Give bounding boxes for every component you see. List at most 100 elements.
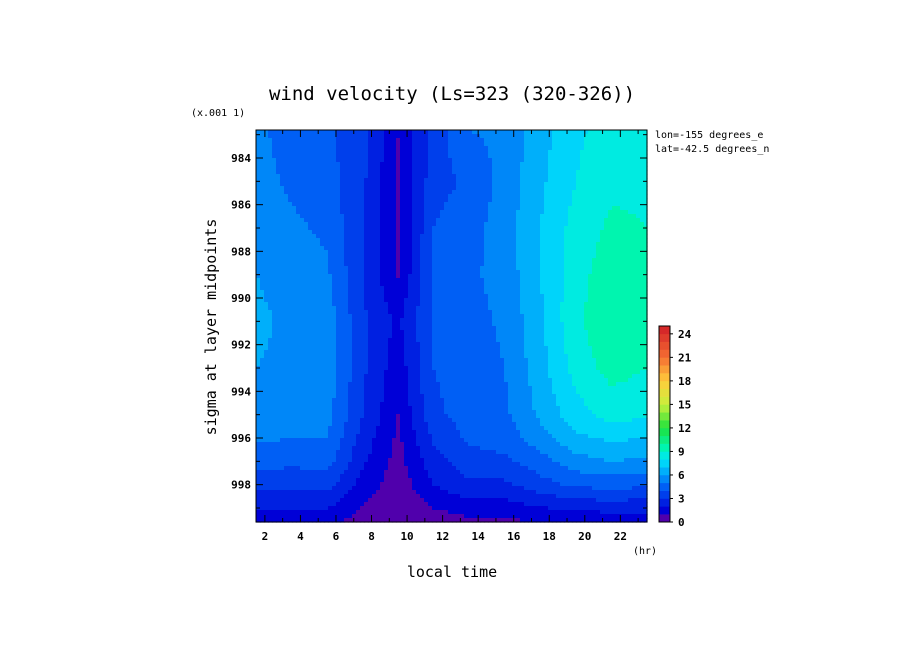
heatmap-cell <box>608 246 613 251</box>
heatmap-cell <box>264 238 269 243</box>
heatmap-cell <box>644 254 648 259</box>
heatmap-cell <box>288 270 293 275</box>
heatmap-cell <box>424 322 429 327</box>
heatmap-cell <box>308 306 313 311</box>
heatmap-cell <box>420 306 425 311</box>
heatmap-cell <box>336 202 341 207</box>
heatmap-cell <box>592 330 597 335</box>
heatmap-cell <box>596 298 601 303</box>
heatmap-cell <box>604 254 609 259</box>
heatmap-cell <box>344 130 349 135</box>
heatmap-cell <box>400 226 405 231</box>
heatmap-cell <box>616 134 621 139</box>
heatmap-cell <box>320 178 325 183</box>
heatmap-cell <box>428 246 433 251</box>
heatmap-cell <box>340 146 345 151</box>
heatmap-cell <box>524 186 529 191</box>
heatmap-cell <box>504 166 509 171</box>
heatmap-cell <box>504 134 509 139</box>
heatmap-cell <box>308 206 313 211</box>
heatmap-cell <box>568 298 573 303</box>
heatmap-cell <box>292 278 297 283</box>
heatmap-cell <box>492 270 497 275</box>
heatmap-cell <box>456 218 461 223</box>
heatmap-cell <box>408 198 413 203</box>
heatmap-cell <box>440 142 445 147</box>
heatmap-cell <box>508 286 513 291</box>
heatmap-cell <box>408 186 413 191</box>
heatmap-cell <box>572 138 577 143</box>
heatmap-cell <box>588 138 593 143</box>
heatmap-cell <box>624 222 629 227</box>
heatmap-cell <box>344 198 349 203</box>
heatmap-cell <box>264 290 269 295</box>
heatmap-cell <box>480 218 485 223</box>
heatmap-cell <box>420 234 425 239</box>
heatmap-cell <box>424 306 429 311</box>
heatmap-cell <box>560 170 565 175</box>
heatmap-cell <box>424 218 429 223</box>
heatmap-cell <box>608 262 613 267</box>
heatmap-cell <box>344 258 349 263</box>
heatmap-cell <box>420 270 425 275</box>
heatmap-cell <box>572 318 577 323</box>
heatmap-cell <box>464 290 469 295</box>
heatmap-cell <box>416 274 421 279</box>
heatmap-cell <box>500 234 505 239</box>
heatmap-cell <box>400 278 405 283</box>
heatmap-cell <box>392 138 397 143</box>
heatmap-cell <box>588 158 593 163</box>
heatmap-cell <box>308 178 313 183</box>
heatmap-cell <box>256 274 261 279</box>
heatmap-cell <box>360 206 365 211</box>
heatmap-cell <box>508 238 513 243</box>
heatmap-cell <box>420 206 425 211</box>
heatmap-cell <box>396 222 401 227</box>
heatmap-cell <box>560 174 565 179</box>
heatmap-cell <box>548 182 553 187</box>
heatmap-cell <box>432 218 437 223</box>
heatmap-cell <box>468 142 473 147</box>
heatmap-cell <box>544 214 549 219</box>
heatmap-cell <box>356 218 361 223</box>
heatmap-cell <box>640 278 645 283</box>
heatmap-cell <box>268 282 273 287</box>
heatmap-cell <box>324 178 329 183</box>
heatmap-cell <box>504 182 509 187</box>
heatmap-cell <box>464 146 469 151</box>
heatmap-cell <box>472 154 477 159</box>
heatmap-cell <box>500 150 505 155</box>
heatmap-cell <box>372 178 377 183</box>
heatmap-cell <box>588 206 593 211</box>
heatmap-cell <box>272 294 277 299</box>
heatmap-cell <box>256 238 261 243</box>
heatmap-cell <box>420 182 425 187</box>
heatmap-cell <box>588 146 593 151</box>
heatmap-cell <box>520 202 525 207</box>
heatmap-cell <box>600 302 605 307</box>
heatmap-cell <box>520 310 525 315</box>
heatmap-cell <box>332 278 337 283</box>
heatmap-cell <box>472 142 477 147</box>
heatmap-cell <box>580 158 585 163</box>
heatmap-cell <box>452 250 457 255</box>
heatmap-cell <box>552 170 557 175</box>
heatmap-cell <box>360 294 365 299</box>
heatmap-cell <box>380 182 385 187</box>
heatmap-cell <box>532 254 537 259</box>
heatmap-cell <box>360 266 365 271</box>
heatmap-cell <box>616 198 621 203</box>
heatmap-cell <box>312 190 317 195</box>
heatmap-cell <box>644 214 648 219</box>
heatmap-cell <box>356 298 361 303</box>
heatmap-cell <box>264 178 269 183</box>
heatmap-cell <box>416 186 421 191</box>
heatmap-cell <box>528 198 533 203</box>
heatmap-cell <box>436 318 441 323</box>
heatmap-cell <box>400 242 405 247</box>
heatmap-cell <box>632 190 637 195</box>
heatmap-cell <box>284 302 289 307</box>
heatmap-cell <box>380 190 385 195</box>
heatmap-cell <box>308 154 313 159</box>
heatmap-cell <box>632 146 637 151</box>
